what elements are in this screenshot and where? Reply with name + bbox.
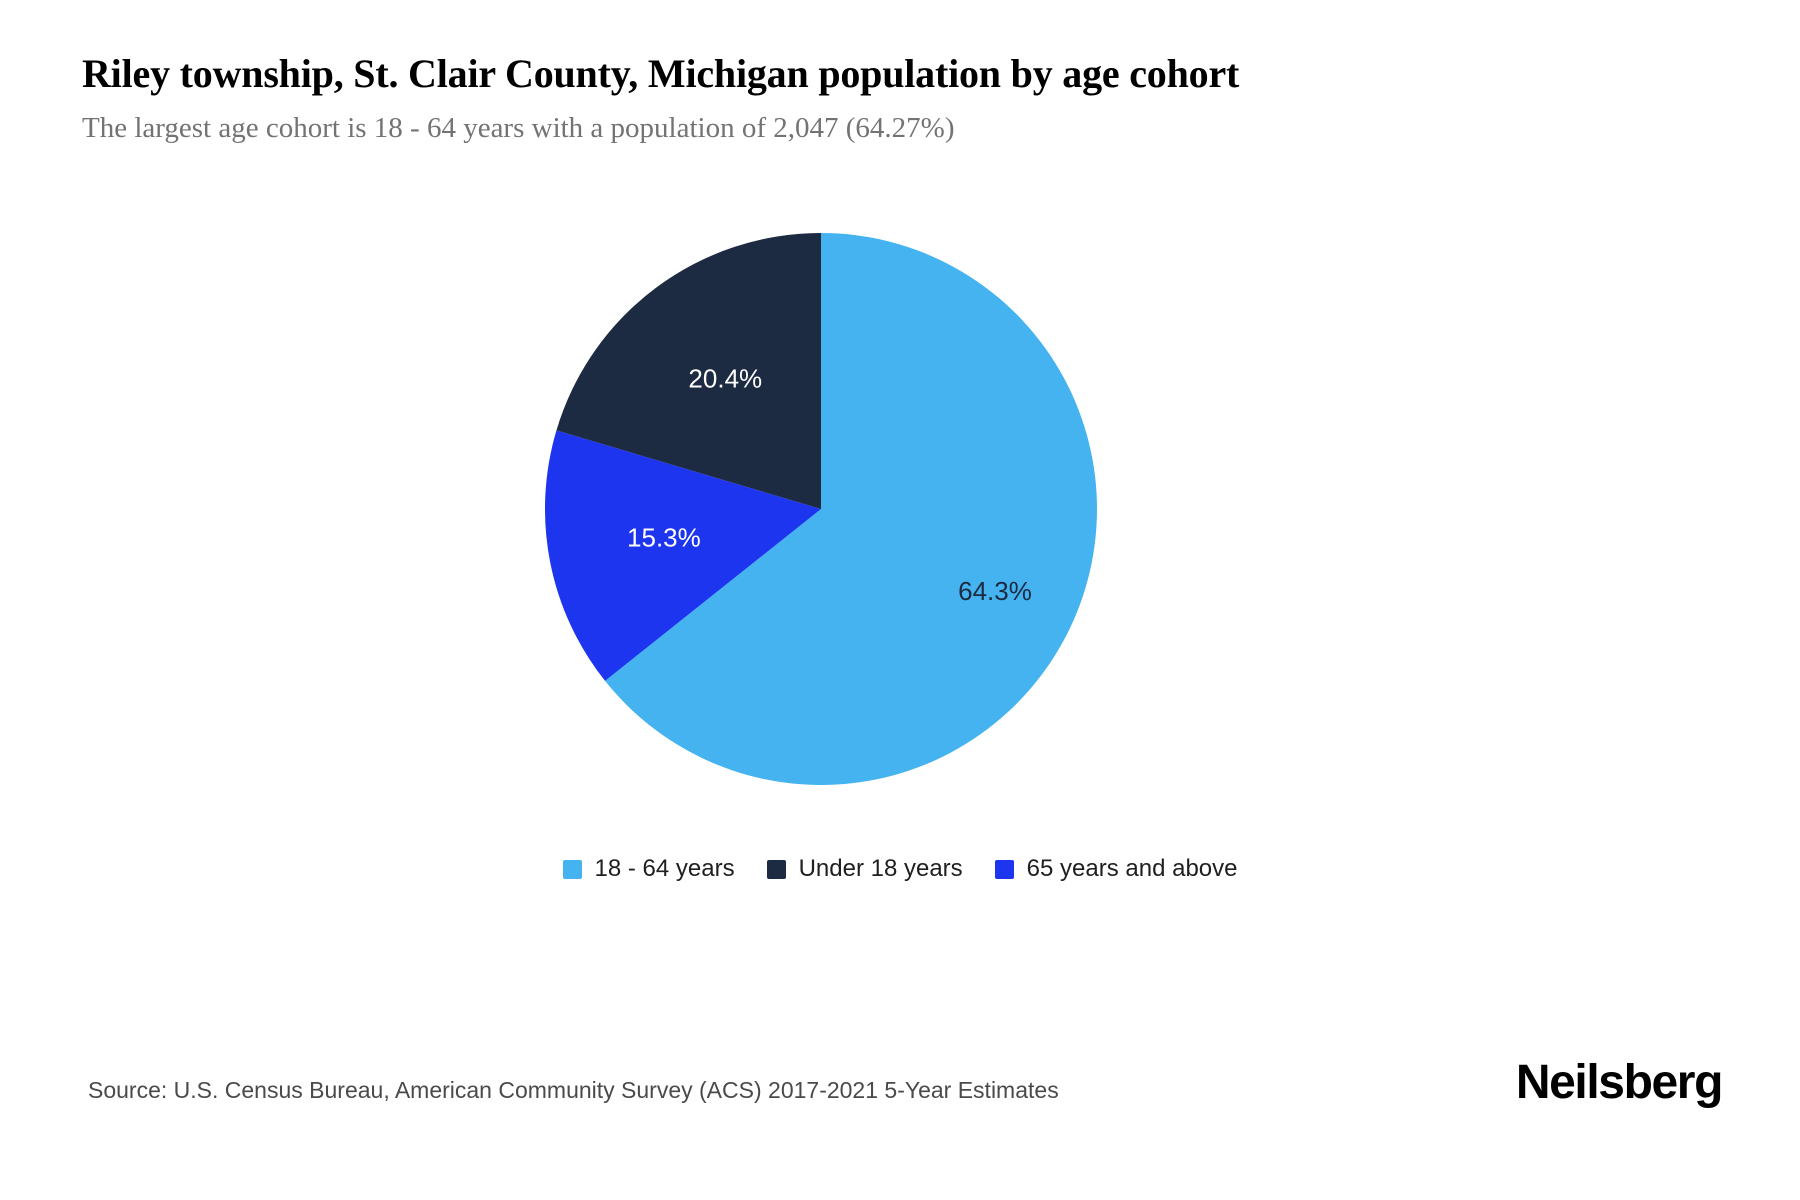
- legend-swatch-icon: [994, 859, 1014, 879]
- neilsberg-logo: Neilsberg: [1515, 1056, 1724, 1109]
- legend-item-under-18-years[interactable]: Under 18 years: [766, 855, 963, 883]
- chart-legend: 18 - 64 years Under 18 years 65 years an…: [0, 855, 1800, 883]
- pie-slice-label-65-years-and-above: 15.3%: [627, 522, 701, 552]
- chart-subtitle: The largest age cohort is 18 - 64 years …: [82, 111, 955, 144]
- legend-swatch-icon: [766, 859, 786, 879]
- chart-header: Riley township, St. Clair County, Michig…: [82, 51, 1722, 146]
- legend-item-label: 18 - 64 years: [594, 855, 735, 882]
- legend-item-65-years-and-above[interactable]: 65 years and above: [994, 855, 1238, 883]
- pie-slice-label-18-64-years: 64.3%: [958, 576, 1032, 606]
- pie-slice-under-18-years[interactable]: [556, 233, 821, 509]
- pie-slice-label-under-18-years: 20.4%: [688, 364, 762, 394]
- pie-slice-65-years-and-above[interactable]: [545, 430, 821, 681]
- legend-swatch-icon: [562, 859, 582, 879]
- pie-chart: 64.3% 15.3% 20.4%: [545, 233, 1097, 785]
- pie-slice-18-64-years[interactable]: [605, 233, 1097, 785]
- source-note: Source: U.S. Census Bureau, American Com…: [88, 1077, 1059, 1103]
- legend-item-label: Under 18 years: [798, 855, 963, 882]
- pie-chart-svg: 64.3% 15.3% 20.4%: [545, 233, 1097, 785]
- page-title: Riley township, St. Clair County, Michig…: [82, 51, 1240, 96]
- legend-item-label: 65 years and above: [1026, 855, 1238, 882]
- legend-item-18-64-years[interactable]: 18 - 64 years: [562, 855, 735, 883]
